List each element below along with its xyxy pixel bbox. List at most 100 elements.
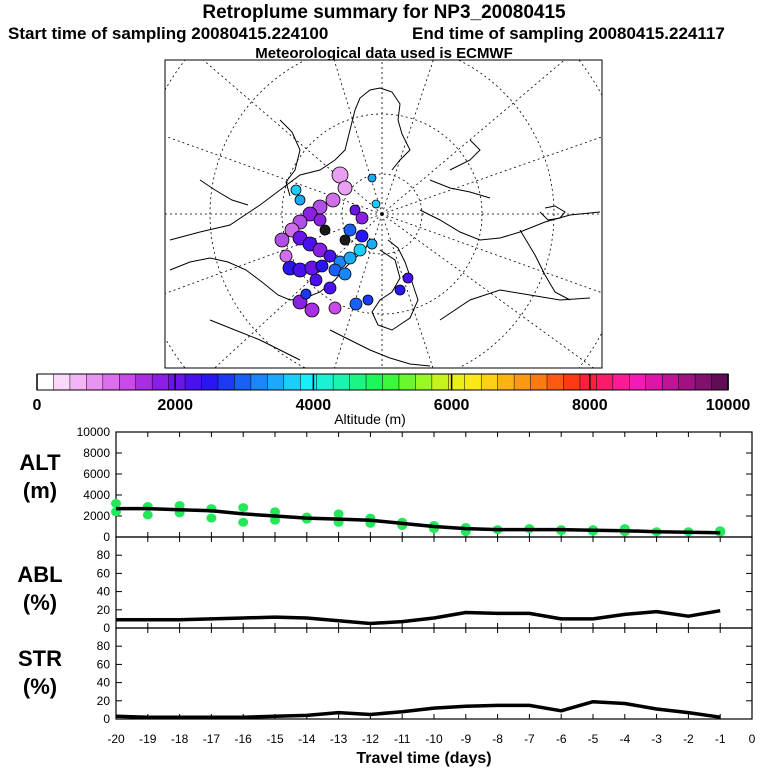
map-coastlines: [169, 87, 601, 367]
panel-ylabel-name: ABL: [17, 562, 62, 587]
trajectory-point: [300, 288, 312, 300]
panel-ylabel-unit: (%): [23, 674, 57, 699]
panel-alt: 0 2000 4000 6000 8000 10000 ALT (m): [19, 425, 753, 544]
trajectory-point: [319, 224, 331, 236]
y-tick-label: 20: [97, 603, 111, 617]
x-tick-label: -8: [492, 732, 503, 746]
altitude-scatter-point: [270, 507, 280, 517]
altitude-scatter-point: [206, 513, 217, 523]
altitude-scatter-point: [333, 509, 344, 519]
x-tick-label: -20: [107, 732, 125, 746]
trajectory-point: [343, 251, 357, 265]
trajectory-point: [323, 281, 337, 295]
x-tick-label: -6: [556, 732, 567, 746]
panel-ylabel-unit: (%): [23, 590, 57, 615]
series-line-alt: [116, 506, 721, 535]
trajectory-point: [312, 242, 328, 258]
trajectory-point: [325, 192, 341, 208]
x-tick-label: -4: [619, 732, 630, 746]
panel-ylabel-unit: (m): [23, 478, 57, 503]
x-tick-label: -5: [588, 732, 599, 746]
trajectory-point: [371, 199, 381, 209]
y-tick-label: 2000: [83, 509, 110, 523]
x-tick-label: -16: [235, 732, 253, 746]
series-line-abl: [116, 608, 721, 626]
chart-title: Retroplume summary for NP3_20080415: [202, 2, 566, 23]
trajectory-point: [349, 204, 361, 216]
trajectory-point: [355, 229, 369, 243]
x-tick-label: -18: [171, 732, 189, 746]
y-tick-label: 60: [97, 566, 111, 580]
panel-frame: [115, 627, 753, 720]
start-time-label: Start time of sampling 20080415.224100: [8, 24, 329, 43]
trajectory-point: [353, 243, 367, 257]
trajectory-point: [309, 273, 323, 287]
series-line-str: [115, 699, 721, 719]
x-tick-label: -12: [362, 732, 380, 746]
altitude-scatter-point: [111, 498, 121, 508]
trajectory-point: [294, 194, 306, 206]
y-tick-label: 80: [97, 548, 111, 562]
y-tick-label: 60: [97, 657, 111, 671]
met-data-label: Meteorological data used is ECMWF: [255, 45, 513, 62]
trajectory-point: [402, 272, 414, 284]
panel-ylabel-name: STR: [18, 646, 62, 671]
trajectory-point: [315, 259, 329, 273]
trajectory-point: [337, 180, 353, 196]
trajectory-point: [274, 232, 290, 248]
y-tick-label: 8000: [83, 446, 110, 460]
trajectory-point: [366, 238, 378, 250]
trajectory-point: [394, 284, 406, 296]
trajectory-point: [290, 184, 302, 196]
end-time-label: End time of sampling 20080415.224117: [412, 24, 725, 43]
trajectory-point: [279, 249, 293, 263]
x-tick-label: -17: [203, 732, 221, 746]
y-tick-label: 80: [97, 639, 111, 653]
x-axis-label: Travel time (days): [356, 750, 491, 767]
y-tick-label: 4000: [83, 488, 110, 502]
x-tick-label: -11: [394, 732, 411, 746]
trajectory-point: [304, 302, 320, 318]
x-tick-label: -10: [425, 732, 443, 746]
panel-str: 0 20 40 60 80 STR (%): [18, 627, 753, 726]
x-tick-label: -2: [683, 732, 694, 746]
map-trajectory-points: [274, 166, 414, 318]
trajectory-point: [313, 213, 327, 227]
y-tick-label: 20: [97, 694, 111, 708]
y-tick-label: 0: [103, 712, 110, 726]
trajectory-point: [338, 267, 352, 281]
trajectory-point: [343, 223, 357, 237]
x-tick-label: -9: [460, 732, 471, 746]
altitude-scatter-point: [174, 501, 185, 510]
x-tick-label: -15: [266, 732, 284, 746]
x-tick-label: -19: [139, 732, 157, 746]
trajectory-point: [349, 297, 363, 311]
panel-frame: [115, 536, 753, 629]
trajectory-point: [339, 234, 351, 246]
x-tick-label: -14: [298, 732, 316, 746]
trajectory-point: [367, 173, 377, 183]
x-tick-label: -7: [524, 732, 535, 746]
y-tick-label: 0: [103, 621, 110, 635]
trajectory-point: [362, 294, 374, 306]
panel-abl: 0 20 40 60 80 ABL (%): [17, 536, 753, 635]
x-tick-label: -3: [651, 732, 662, 746]
trajectory-point: [323, 249, 337, 263]
x-tick-label: -13: [330, 732, 348, 746]
y-tick-label: 6000: [83, 467, 110, 481]
y-tick-label: 40: [97, 585, 111, 599]
trajectory-point: [328, 301, 342, 315]
panel-ylabel-name: ALT: [19, 450, 61, 475]
y-tick-label: 10000: [77, 425, 111, 439]
altitude-scatter-point: [238, 517, 249, 527]
altitude-scatter-point: [238, 503, 249, 513]
x-tick-label: 0: [749, 732, 756, 746]
y-tick-label: 0: [103, 530, 110, 544]
trajectory-point: [302, 206, 318, 222]
trajectory-point: [355, 211, 369, 225]
x-tick-label: -1: [715, 732, 726, 746]
altitude-scatter-point: [270, 515, 280, 525]
y-tick-label: 40: [97, 676, 111, 690]
